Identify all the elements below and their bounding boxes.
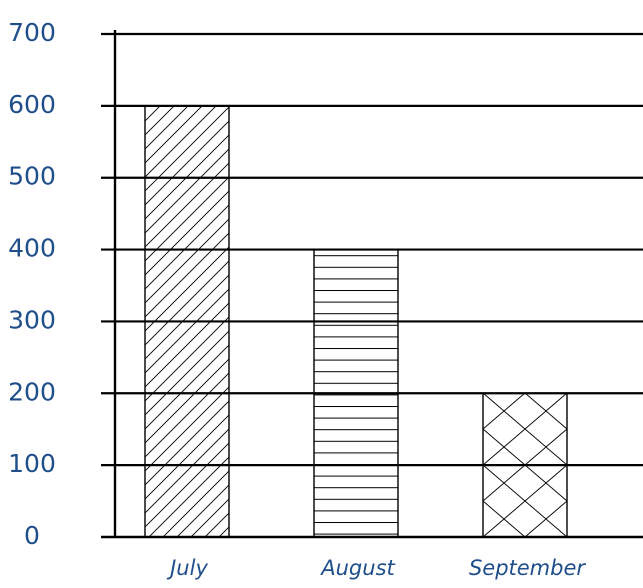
- x-tick-labels: July August September: [166, 556, 586, 580]
- y-tick-label-5: 500: [8, 162, 56, 191]
- axes: [101, 30, 643, 539]
- x-tick-label-august: August: [319, 556, 395, 580]
- bar-july: [145, 105, 229, 537]
- y-tick-label-7: 700: [8, 18, 56, 47]
- bar-august: [314, 249, 398, 538]
- bar-september: [483, 393, 567, 537]
- y-tick-label-1: 100: [8, 449, 56, 478]
- y-tick-label-2: 200: [8, 377, 56, 406]
- y-tick-label-6: 600: [8, 90, 56, 119]
- y-tick-labels: 0 100 200 300 400 500 600 700: [8, 18, 56, 550]
- y-tick-label-3: 300: [8, 305, 56, 334]
- x-tick-label-july: July: [166, 556, 208, 580]
- x-tick-label-september: September: [469, 556, 586, 580]
- y-tick-label-4: 400: [8, 234, 56, 263]
- y-tick-label-0: 0: [24, 521, 40, 550]
